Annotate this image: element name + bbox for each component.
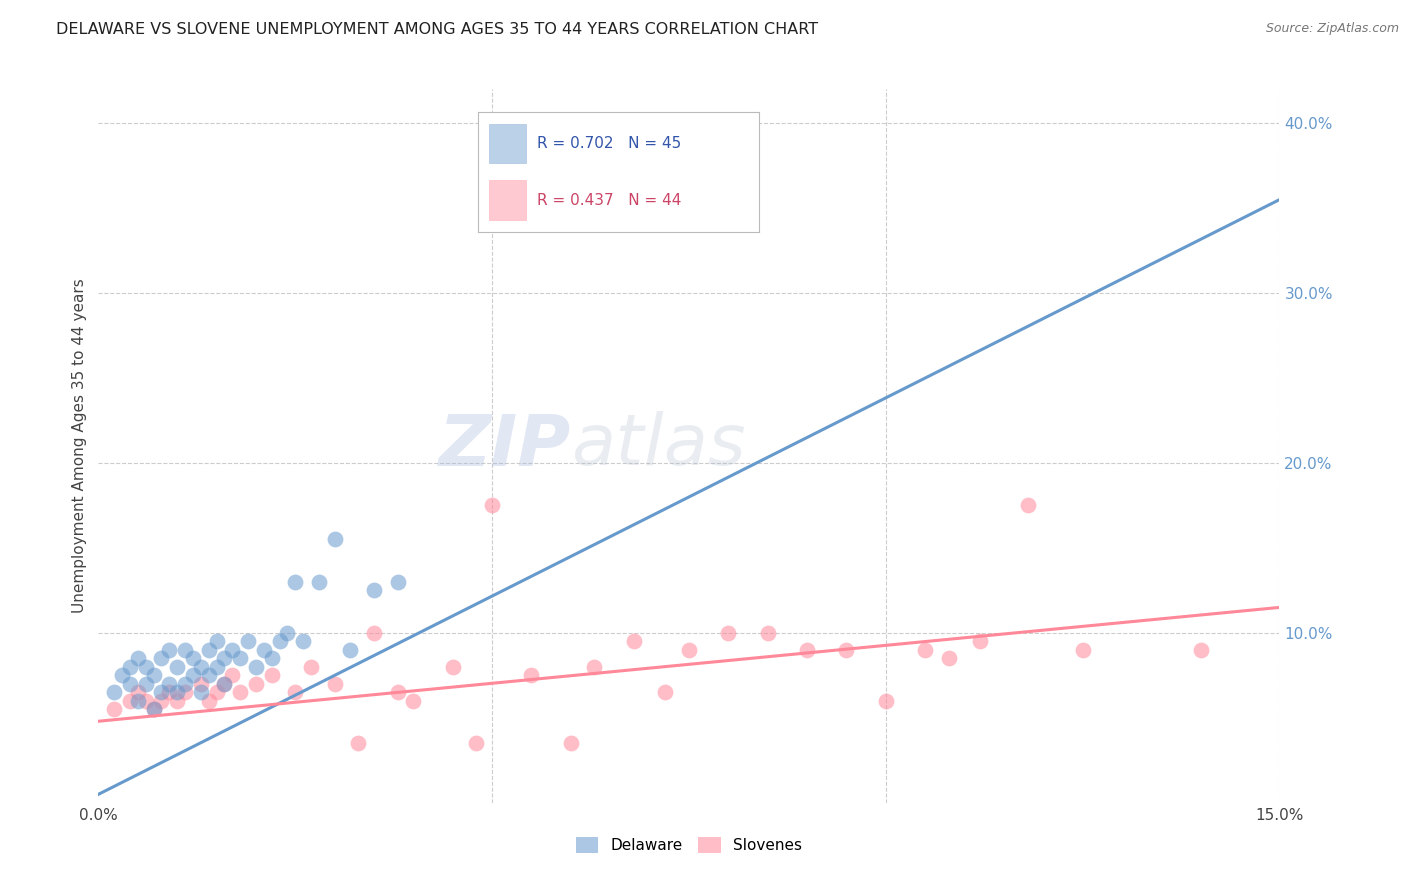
Point xyxy=(560,736,582,750)
Point xyxy=(323,533,346,547)
Point xyxy=(269,634,291,648)
Text: Source: ZipAtlas.com: Source: ZipAtlas.com xyxy=(1265,22,1399,36)
Text: ZIP: ZIP xyxy=(439,411,571,481)
Point xyxy=(197,668,219,682)
Point xyxy=(914,643,936,657)
Point xyxy=(402,694,425,708)
Point xyxy=(127,685,149,699)
Point xyxy=(875,694,897,708)
Point xyxy=(181,668,204,682)
Point xyxy=(520,167,543,181)
Text: atlas: atlas xyxy=(571,411,745,481)
Point xyxy=(135,660,157,674)
Point xyxy=(756,626,779,640)
Point xyxy=(174,677,197,691)
Point xyxy=(214,651,236,665)
Point xyxy=(181,651,204,665)
Point xyxy=(1017,499,1039,513)
Point xyxy=(190,677,212,691)
Point xyxy=(190,660,212,674)
Point xyxy=(969,634,991,648)
Point xyxy=(190,685,212,699)
Point xyxy=(245,677,267,691)
Point xyxy=(363,626,385,640)
Point xyxy=(465,736,488,750)
Point xyxy=(347,736,370,750)
Point xyxy=(308,574,330,589)
Point xyxy=(214,677,236,691)
Point xyxy=(221,643,243,657)
Y-axis label: Unemployment Among Ages 35 to 44 years: Unemployment Among Ages 35 to 44 years xyxy=(72,278,87,614)
Point xyxy=(299,660,322,674)
Point xyxy=(127,651,149,665)
Point xyxy=(135,694,157,708)
Point xyxy=(253,643,276,657)
Point xyxy=(236,634,259,648)
Point xyxy=(150,685,173,699)
Point xyxy=(103,685,125,699)
Text: R = 0.437   N = 44: R = 0.437 N = 44 xyxy=(537,193,682,208)
Point xyxy=(118,660,141,674)
Point xyxy=(481,499,503,513)
Point xyxy=(441,660,464,674)
Point xyxy=(197,643,219,657)
Point xyxy=(1189,643,1212,657)
Point xyxy=(717,626,740,640)
Point xyxy=(174,685,197,699)
FancyBboxPatch shape xyxy=(489,124,526,163)
Point xyxy=(339,643,361,657)
Point xyxy=(638,125,661,139)
Point xyxy=(205,634,228,648)
Point xyxy=(142,702,165,716)
Point xyxy=(623,634,645,648)
Point xyxy=(678,643,700,657)
Point xyxy=(127,694,149,708)
Point xyxy=(205,660,228,674)
Point xyxy=(583,660,606,674)
Point xyxy=(157,685,180,699)
Point xyxy=(229,685,252,699)
Point xyxy=(157,643,180,657)
Point xyxy=(284,574,307,589)
Point xyxy=(142,668,165,682)
Point xyxy=(150,694,173,708)
Point xyxy=(197,694,219,708)
Point xyxy=(796,643,818,657)
Point xyxy=(387,574,409,589)
Text: R = 0.702   N = 45: R = 0.702 N = 45 xyxy=(537,136,682,151)
Point xyxy=(174,643,197,657)
Point xyxy=(142,702,165,716)
Point xyxy=(214,677,236,691)
Point xyxy=(1071,643,1094,657)
Point xyxy=(166,660,188,674)
Point xyxy=(654,685,676,699)
Point xyxy=(111,668,134,682)
Text: DELAWARE VS SLOVENE UNEMPLOYMENT AMONG AGES 35 TO 44 YEARS CORRELATION CHART: DELAWARE VS SLOVENE UNEMPLOYMENT AMONG A… xyxy=(56,22,818,37)
Legend: Delaware, Slovenes: Delaware, Slovenes xyxy=(569,831,808,859)
Point xyxy=(103,702,125,716)
Point xyxy=(260,668,283,682)
Point xyxy=(150,651,173,665)
Point xyxy=(205,685,228,699)
Point xyxy=(229,651,252,665)
Point xyxy=(166,694,188,708)
Point xyxy=(276,626,298,640)
Point xyxy=(135,677,157,691)
Point xyxy=(520,668,543,682)
Point xyxy=(323,677,346,691)
Point xyxy=(292,634,315,648)
Point xyxy=(118,694,141,708)
Point xyxy=(387,685,409,699)
Point xyxy=(157,677,180,691)
Point xyxy=(245,660,267,674)
Point xyxy=(284,685,307,699)
Point xyxy=(938,651,960,665)
Point xyxy=(221,668,243,682)
FancyBboxPatch shape xyxy=(489,180,526,219)
Point xyxy=(166,685,188,699)
Point xyxy=(260,651,283,665)
Point xyxy=(363,583,385,598)
Point xyxy=(118,677,141,691)
Point xyxy=(835,643,858,657)
